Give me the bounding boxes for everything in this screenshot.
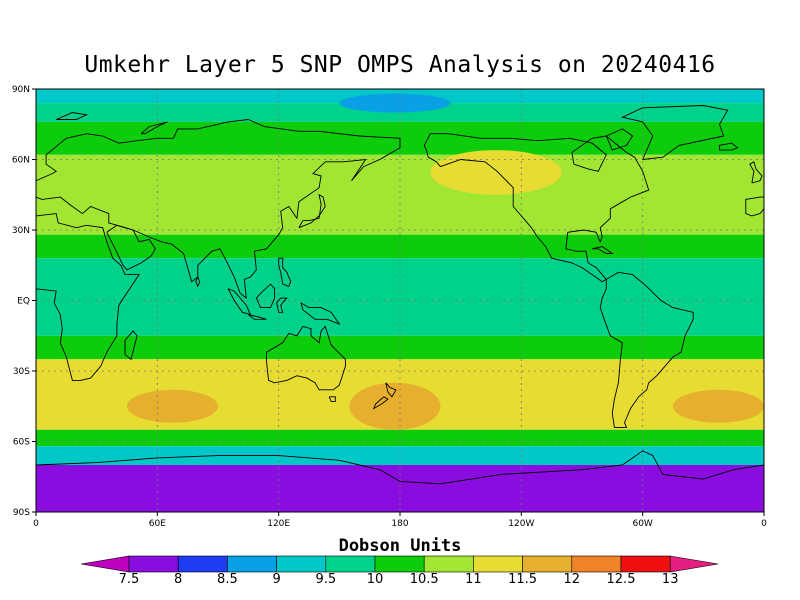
lon-label: 60W [632,519,652,529]
lon-label: 0 [761,519,767,529]
colorbar-swatch [522,555,573,573]
colorbar-level-label: 10.5 [410,572,439,587]
colorbar: 7.5 8 8.5 9 9.5 10 10.5 11 11.5 12 12.5 13 [80,555,719,587]
longitude-tick-labels: 0 60E 120E 180 120W 60W 0 [33,512,767,529]
colorbar-swatch [177,555,228,573]
lon-label: 120W [508,519,534,529]
lon-label: 60E [149,519,166,529]
lat-label: 30N [12,226,30,236]
colorbar-swatch [473,555,523,573]
colorbar-swatch [423,555,474,573]
colorbar-swatch [620,555,671,573]
colorbar-level-label: 10 [367,572,384,587]
coastline [276,297,288,313]
colorbar-swatch [276,555,327,573]
colorbar-swatch [571,555,622,573]
contour-feature [430,150,562,195]
lon-label: 180 [391,519,408,529]
coastline [605,128,634,151]
lat-label: 90S [13,508,30,518]
coastline [385,382,397,398]
coastline [36,213,140,381]
colorbar-level-label: 9.5 [315,572,336,587]
colorbar-arrow-high [669,555,719,573]
colorbar-level-label: 12.5 [607,572,636,587]
coastline [599,271,694,428]
coastline [227,288,252,316]
colorbar-arrow-low [80,555,130,573]
contour-feature [349,382,441,430]
contour-feature [339,93,451,113]
coastline [56,112,89,120]
coastline [592,246,614,254]
coastline [298,193,326,229]
lat-label: 90N [12,85,30,95]
colorbar-level-label: 7.5 [119,572,140,587]
coastline [745,196,764,217]
contour-feature [673,389,764,423]
coastline [423,133,650,283]
lat-label: 60S [13,438,30,448]
map-title: Umkehr Layer 5 SNP OMPS Analysis on 2024… [84,52,716,78]
coastline [248,314,267,320]
colorbar-level-label: 11.5 [508,572,537,587]
colorbar-label: Dobson Units [338,536,462,556]
colorbar-level-label: 8 [174,572,182,587]
coastline [36,119,401,300]
coastlines [36,105,764,485]
grid-lines [36,89,764,512]
colorbar-swatch [325,555,376,573]
lat-label: EQ [17,297,30,307]
coastline [749,161,763,184]
lat-label: 60N [12,156,30,166]
lon-label: 0 [33,519,39,529]
colorbar-swatch [374,555,425,573]
latitude-tick-labels: 90N 60N 30N EQ 30S 60S 90S [12,85,36,518]
coastline [372,396,389,410]
colorbar-level-label: 8.5 [217,572,238,587]
coastline [719,142,739,151]
colorbar-swatch [227,555,277,573]
colorbar-level-label: 13 [662,572,679,587]
lat-label: 30S [13,367,30,377]
coastline [278,257,292,287]
lon-label: 120E [267,519,290,529]
coastline [36,450,764,485]
colorbar-level-label: 12 [564,572,581,587]
zonal-band [36,103,764,122]
coastline [328,396,336,403]
coastline [195,276,201,288]
coastline [300,302,341,325]
colorbar-level-label: 11 [465,572,482,587]
coastline [621,105,729,160]
zonal-band [36,258,764,336]
contour-feature [127,389,218,423]
coastline [266,325,346,391]
colorbar-level-label: 9 [272,572,280,587]
coastline [140,121,168,135]
coastline [255,283,276,309]
colorbar-swatch [128,555,179,573]
coastline [124,330,138,361]
